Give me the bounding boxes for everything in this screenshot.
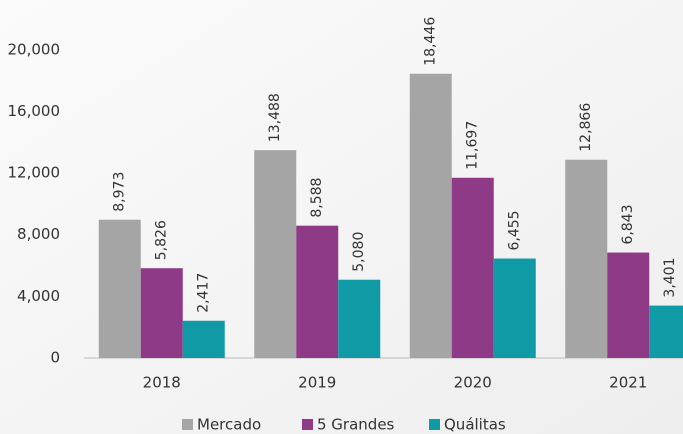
bar	[409, 73, 452, 358]
bar	[182, 320, 225, 358]
bar	[98, 219, 141, 358]
bar	[607, 252, 650, 358]
data-label: 8,973	[112, 172, 128, 212]
data-label: 18,446	[423, 17, 439, 66]
legend-label: Mercado	[197, 416, 261, 434]
data-label: 11,697	[465, 121, 481, 170]
y-tick-label: 12,000	[8, 164, 61, 182]
legend-swatch	[302, 419, 313, 430]
y-tick-label: 16,000	[8, 102, 61, 120]
data-label: 12,866	[578, 103, 594, 152]
data-label: 6,455	[507, 210, 523, 250]
bar	[451, 177, 494, 358]
legend-swatch	[429, 419, 440, 430]
bar	[254, 150, 297, 358]
y-tick-label: 4,000	[17, 287, 60, 305]
x-tick-label: 2018	[143, 374, 181, 392]
bar	[565, 159, 608, 358]
bar	[296, 225, 339, 358]
data-label: 5,080	[351, 232, 367, 272]
bar	[338, 279, 381, 358]
bar	[493, 258, 536, 358]
data-label: 3,401	[662, 257, 678, 297]
y-tick-label: 8,000	[17, 225, 60, 243]
data-label: 5,826	[154, 220, 170, 260]
x-tick-label: 2019	[298, 374, 336, 392]
y-tick-label: 20,000	[8, 40, 61, 58]
y-tick-label: 0	[50, 349, 60, 367]
data-label: 8,588	[309, 178, 325, 218]
x-tick-label: 2021	[609, 374, 647, 392]
legend-label: 5 Grandes	[317, 416, 395, 434]
x-tick-label: 2020	[454, 374, 492, 392]
bar	[140, 268, 183, 358]
data-label: 13,488	[267, 93, 283, 142]
data-label: 6,843	[620, 204, 636, 244]
bar	[649, 305, 683, 358]
data-label: 2,417	[196, 273, 212, 313]
legend-label: Quálitas	[444, 416, 506, 434]
legend-swatch	[182, 419, 193, 430]
